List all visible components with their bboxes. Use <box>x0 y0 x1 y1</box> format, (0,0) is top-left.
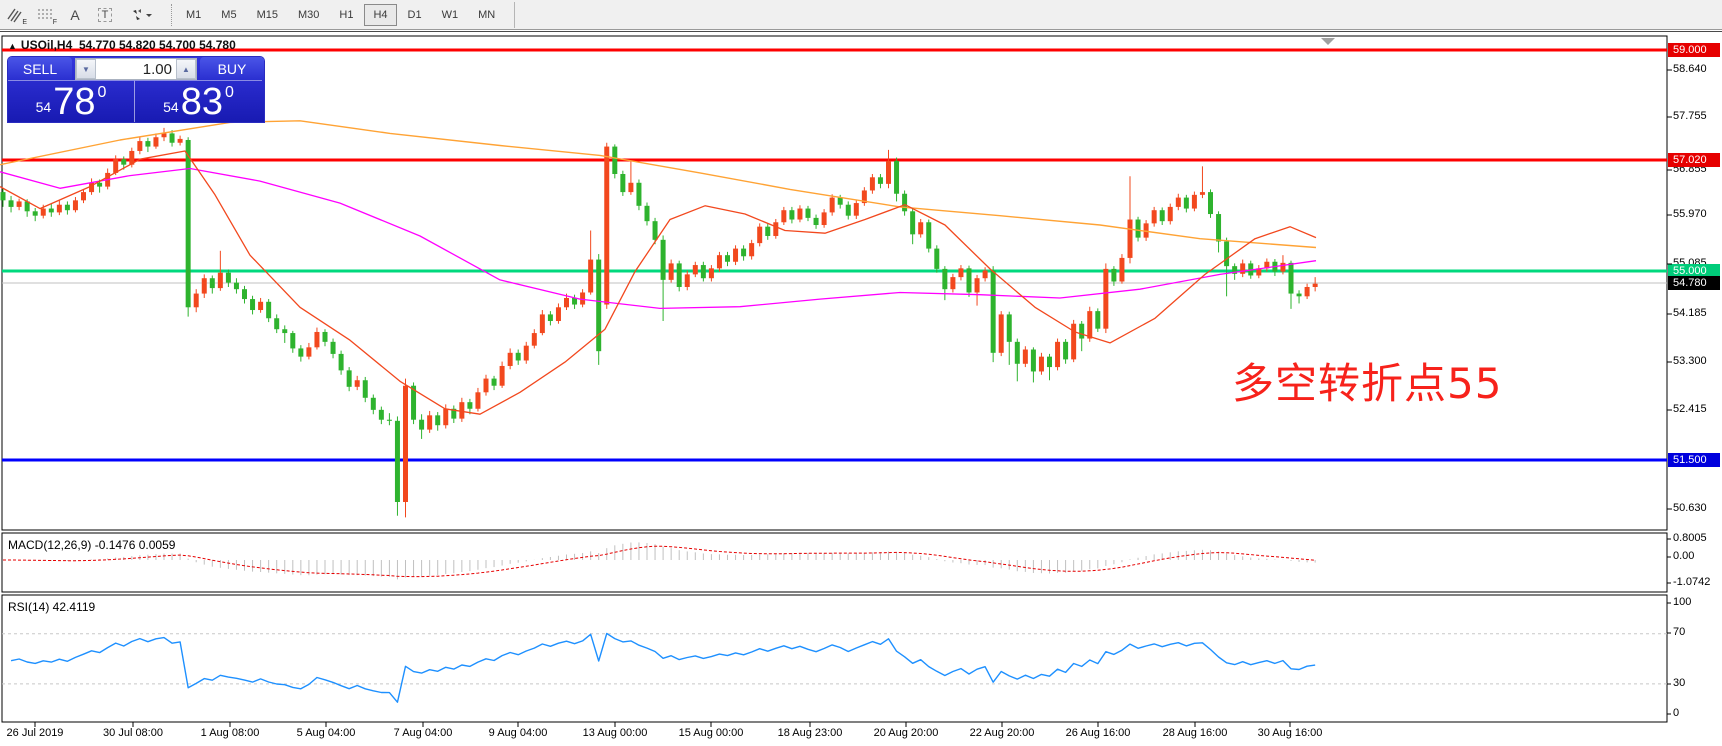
timeframe-button-m30[interactable]: M30 <box>297 8 320 21</box>
time-tick: 20 Aug 20:00 <box>873 727 939 739</box>
timeframe-toolbar: M1 M5 M15 M30 H1 H4 D1 W1 MN <box>176 3 505 26</box>
volume-decrease-button[interactable]: ▼ <box>76 59 96 79</box>
rsi-label: RSI(14) 42.4119 <box>8 600 96 614</box>
time-tick: 22 Aug 20:00 <box>969 727 1035 739</box>
toolbar: E F A T M1 M5 M15 M30 H1 H4 D1 W1 MN <box>0 0 1722 30</box>
timeframe-button-m5[interactable]: M5 <box>221 8 237 21</box>
trendline-draw-tool-icon[interactable]: E <box>1 3 29 27</box>
time-tick: 30 Aug 16:00 <box>1257 727 1323 739</box>
price-tick: 52.415 <box>1673 403 1707 415</box>
price-tick: 58.640 <box>1673 63 1707 75</box>
indicator-axis-tick: 70 <box>1673 626 1686 638</box>
buy-button[interactable]: BUY <box>200 57 264 80</box>
timeframe-button-mn[interactable]: MN <box>478 8 496 21</box>
price-tick: 50.630 <box>1673 502 1707 514</box>
bid-price[interactable]: 54 78 0 <box>8 80 135 122</box>
indicator-axis-tick: 30 <box>1673 677 1686 689</box>
time-tick: 1 Aug 08:00 <box>200 727 260 739</box>
chart-header: ▲ USOil,H4 54.770 54.820 54.700 54.780 <box>8 38 236 52</box>
timeframe-button-h4[interactable]: H4 <box>364 3 397 26</box>
volume-input[interactable] <box>96 59 176 79</box>
volume-stepper: ▼ ▲ <box>75 58 197 80</box>
price-tick: 54.185 <box>1673 307 1707 319</box>
chart-shift-marker <box>1321 38 1335 45</box>
timeframe-button-m1[interactable]: M1 <box>186 8 202 21</box>
ask-price[interactable]: 54 83 0 <box>135 80 262 122</box>
dropdown-caret-icon <box>146 13 152 17</box>
time-tick: 9 Aug 04:00 <box>488 727 548 739</box>
time-tick: 13 Aug 00:00 <box>582 727 648 739</box>
text-box-tool-icon[interactable]: T <box>91 3 119 27</box>
time-tick: 28 Aug 16:00 <box>1162 727 1228 739</box>
price-tick: 53.300 <box>1673 355 1707 367</box>
arrows-tool-icon[interactable] <box>121 3 161 27</box>
time-tick: 7 Aug 04:00 <box>393 727 453 739</box>
timeframe-button-m15[interactable]: M15 <box>256 8 278 21</box>
toolbar-separator <box>164 3 172 26</box>
time-tick: 30 Jul 08:00 <box>103 727 163 739</box>
time-tick: 26 Jul 2019 <box>6 727 64 739</box>
time-tick: 18 Aug 23:00 <box>777 727 843 739</box>
time-tick: 5 Aug 04:00 <box>296 727 356 739</box>
indicator-axis-tick: -1.0742 <box>1673 576 1711 588</box>
fibonacci-grid-tool-icon[interactable]: F <box>31 3 59 27</box>
window-divider <box>0 31 1722 32</box>
price-badge: 55.000 <box>1668 264 1720 278</box>
chart-annotation: 多空转折点55 <box>1232 359 1503 408</box>
indicator-axis-tick: 0.8005 <box>1673 532 1707 544</box>
macd-label: MACD(12,26,9) -0.1476 0.0059 <box>8 538 176 552</box>
price-badge: 51.500 <box>1668 453 1720 467</box>
indicator-axis-tick: 0 <box>1673 707 1680 719</box>
sell-button[interactable]: SELL <box>8 57 72 80</box>
one-click-trade-panel: SELL BUY ▼ ▲ 54 78 0 54 83 0 <box>8 57 264 122</box>
symbol-direction-icon: ▲ <box>8 41 17 51</box>
price-badge: 57.020 <box>1668 153 1720 167</box>
indicator-axis-tick: 0.00 <box>1673 550 1695 562</box>
price-tick: 55.970 <box>1673 208 1707 220</box>
text-label-tool-icon[interactable]: A <box>70 6 80 23</box>
timeframe-button-w1[interactable]: W1 <box>441 8 459 21</box>
indicator-axis-tick: 100 <box>1673 596 1692 608</box>
symbol-label: USOil,H4 <box>20 38 73 52</box>
toolbar-separator-2 <box>505 1 516 28</box>
price-tick: 57.755 <box>1673 110 1707 122</box>
price-badge: 54.780 <box>1668 276 1720 290</box>
time-tick: 15 Aug 00:00 <box>678 727 744 739</box>
price-badge: 59.000 <box>1668 43 1720 57</box>
timeframe-button-h1[interactable]: H1 <box>339 8 354 21</box>
volume-increase-button[interactable]: ▲ <box>176 59 196 79</box>
timeframe-button-d1[interactable]: D1 <box>407 8 422 21</box>
time-tick: 26 Aug 16:00 <box>1065 727 1131 739</box>
ohlc-readout: 54.770 54.820 54.700 54.780 <box>78 38 236 52</box>
